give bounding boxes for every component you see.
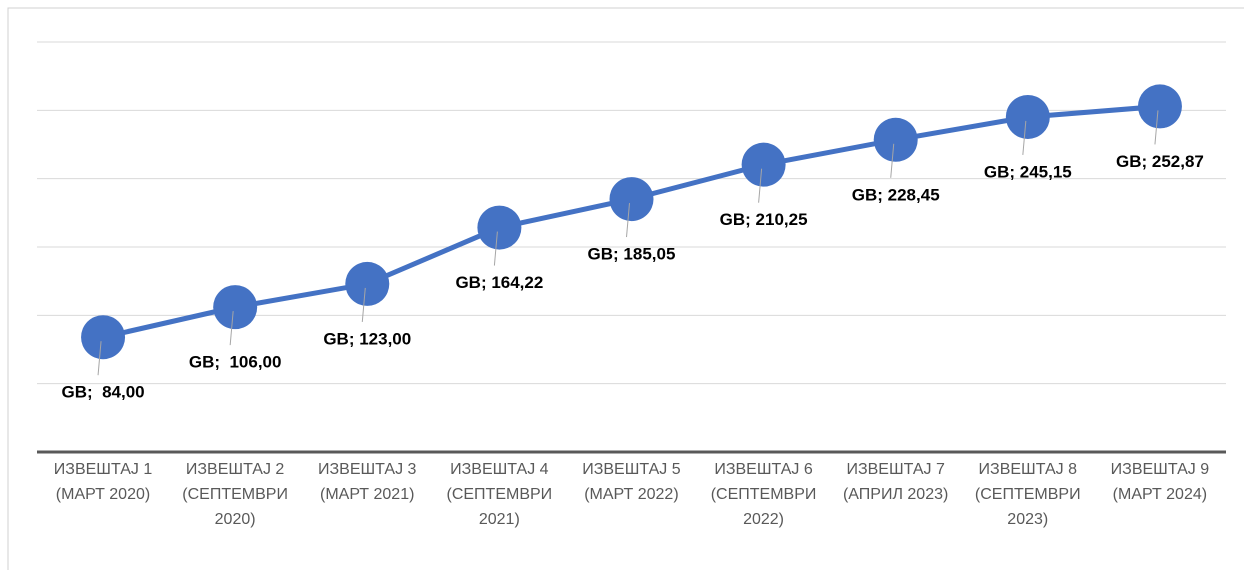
x-tick-label: ИЗВЕШТАЈ 6 (СЕПТЕМВРИ 2022): [710, 461, 817, 528]
leader-line: [758, 168, 763, 203]
data-label: GB; 252,87: [1116, 152, 1204, 171]
data-point: [213, 285, 258, 330]
data-point: [741, 142, 786, 187]
x-tick-label: ИЗВЕШТАЈ 3 (МАРТ 2021): [318, 461, 417, 503]
leader-line: [1022, 120, 1027, 156]
data-point: [1005, 94, 1050, 139]
leader-line: [626, 203, 630, 238]
data-label: GB; 84,00: [61, 383, 144, 402]
x-tick-label: ИЗВЕШТАЈ 8 (СЕПТЕМВРИ 2023): [974, 461, 1081, 528]
data-label: GB; 228,45: [852, 185, 940, 204]
x-tick-label: ИЗВЕШТАЈ 4 (СЕПТЕМВРИ 2021): [446, 461, 553, 528]
leader-line: [493, 231, 498, 266]
data-label: GB; 123,00: [323, 329, 411, 348]
data-label: GB; 245,15: [984, 162, 1072, 181]
data-point: [609, 177, 654, 222]
leader-line: [890, 143, 895, 178]
data-point: [477, 205, 522, 250]
data-label: GB; 164,22: [455, 273, 543, 292]
data-point: [873, 117, 918, 162]
data-point: [81, 315, 126, 360]
leader-line: [97, 341, 102, 376]
x-tick-label: ИЗВЕШТАЈ 7 (АПРИЛ 2023): [842, 461, 949, 503]
leader-line: [229, 311, 234, 346]
x-tick-label: ИЗВЕШТАЈ 1 (МАРТ 2020): [53, 461, 153, 503]
chart-frame: [7, 7, 1244, 570]
data-label: GB; 185,05: [588, 245, 676, 264]
data-point: [345, 261, 390, 306]
data-label: GB; 210,25: [720, 210, 808, 229]
x-tick-label: ИЗВЕШТАЈ 5 (МАРТ 2022): [582, 461, 681, 503]
leader-line: [361, 287, 366, 322]
data-point: [1137, 84, 1182, 129]
leader-line: [1154, 110, 1159, 145]
x-tick-label: ИЗВЕШТАЈ 9 (МАРТ 2024): [1110, 461, 1210, 503]
line-series: [102, 103, 1161, 340]
data-label: GB; 106,00: [189, 353, 282, 372]
x-tick-label: ИЗВЕШТАЈ 2 (СЕПТЕМВРИ 2020): [182, 461, 288, 528]
